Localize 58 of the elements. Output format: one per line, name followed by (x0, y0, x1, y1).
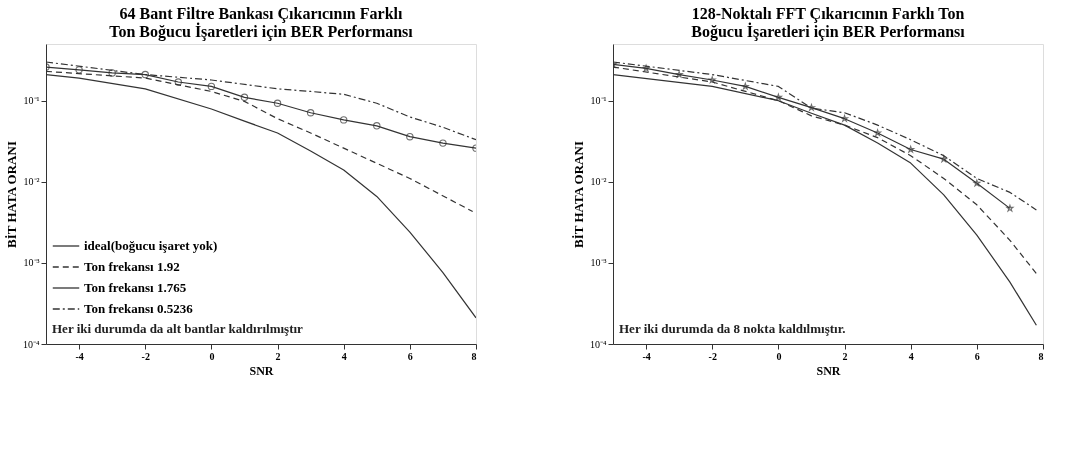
y-tick-label: 10⁻¹ (590, 95, 607, 107)
point (406, 132, 414, 141)
x-tick-label: -2 (708, 350, 717, 362)
annotation: Her iki durumda da 8 nokta kaldılmıştır. (619, 321, 846, 336)
point (108, 69, 116, 77)
x-axis-title: SNR (816, 363, 841, 378)
x-tick-label: 0 (776, 350, 782, 362)
point (642, 64, 650, 72)
y-tick-label: 10⁻³ (23, 257, 40, 269)
x-tick-label: 2 (275, 350, 281, 362)
y-tick-label: 10⁻⁴ (23, 338, 40, 350)
point (207, 82, 216, 91)
y-tick-label: 10⁻² (23, 176, 40, 188)
x-tick-label: 8 (471, 350, 477, 362)
point (774, 93, 782, 101)
point (439, 139, 447, 147)
legend-label: Ton frekansı 1.765 (84, 280, 187, 295)
point (339, 116, 348, 124)
point (940, 155, 948, 163)
chart-title: 64 Bant Filtre Bankası Çıkarıcının Farklı Ton Boğucu İşaretleri için BER Performansı (109, 5, 414, 41)
point (373, 122, 381, 130)
x-tick-label: 8 (1038, 350, 1044, 362)
point (240, 93, 249, 102)
x-tick-label: 2 (842, 350, 848, 362)
point (141, 70, 149, 79)
point (1006, 204, 1014, 212)
chart-title: 128-Noktalı FFT Çıkarıcının Farklı Ton Boğucu İşaretleri için BER Performansı (691, 5, 966, 41)
x-tick-label: 4 (908, 350, 914, 362)
point (306, 109, 315, 117)
x-tick-label: 4 (341, 350, 347, 362)
point (708, 76, 716, 84)
point (675, 70, 683, 78)
legend-label: Ton frekansı 1.92 (84, 259, 180, 274)
x-tick-label: -4 (642, 350, 651, 362)
y-tick-label: 10⁻¹ (23, 95, 40, 107)
point (973, 179, 981, 187)
y-tick-label: 10⁻² (590, 176, 607, 188)
annotation: Her iki durumda da alt bantlar kaldırılmıştır (52, 321, 304, 336)
y-axis-title: BİT HATA ORANI (571, 141, 587, 248)
point (273, 99, 282, 107)
point (174, 78, 183, 86)
point (807, 103, 816, 111)
point (840, 114, 849, 122)
legend-label: ideal(boğucu işaret yok) (84, 238, 218, 253)
x-tick-label: -2 (141, 350, 150, 362)
y-tick-label: 10⁻⁴ (590, 338, 607, 350)
x-axis-title: SNR (249, 363, 274, 378)
point (907, 145, 915, 153)
x-tick-label: 0 (209, 350, 215, 362)
x-tick-label: 6 (974, 350, 980, 362)
point (75, 66, 83, 74)
point (874, 129, 882, 137)
x-tick-label: 6 (407, 350, 413, 362)
x-tick-label: -4 (75, 350, 84, 362)
point (741, 82, 749, 90)
y-tick-label: 10⁻³ (590, 257, 607, 269)
y-axis-title: BİT HATA ORANI (4, 141, 20, 248)
legend-label: Ton frekansı 0.5236 (84, 301, 194, 316)
